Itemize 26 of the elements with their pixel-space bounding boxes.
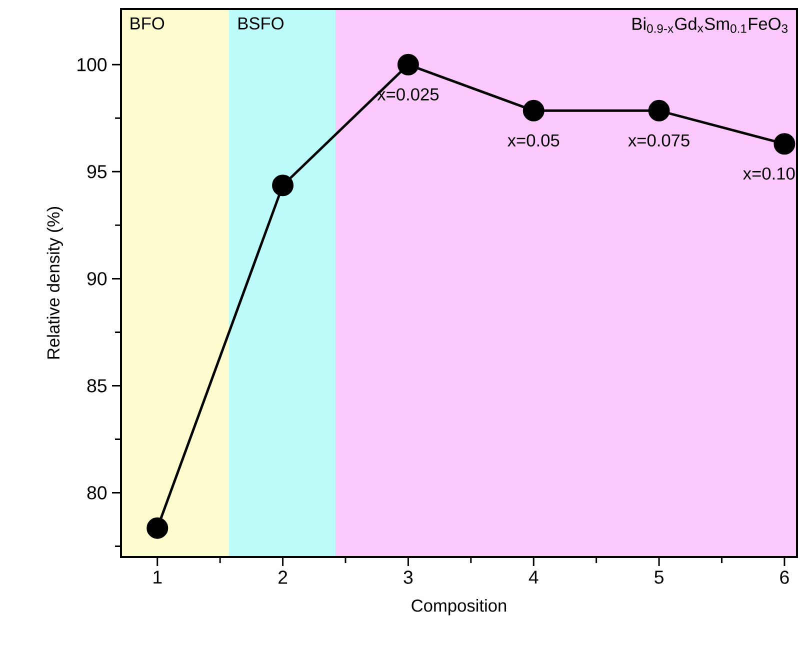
y-tick-label: 95 <box>87 165 107 178</box>
band-label: BFO <box>130 17 164 30</box>
annotation: x=0.05 <box>508 134 560 147</box>
point <box>272 174 294 196</box>
annotation: x=0.10 <box>743 167 795 180</box>
y-tick-label: 85 <box>87 379 107 392</box>
band-label: Bi$_{0.9-x}$Gd$_{x}$Sm$_{0.1}$FeO$_{3}$ <box>632 17 788 33</box>
x-tick-label: 6 <box>780 570 789 584</box>
x-tick-label: 3 <box>404 570 413 584</box>
y-tick-label: 100 <box>78 58 107 72</box>
x-tick-label: 1 <box>154 570 162 584</box>
point <box>397 54 419 76</box>
point <box>146 517 168 539</box>
y-axis-title: Relative density (%) <box>46 207 63 359</box>
band-label: BSFO <box>238 17 284 30</box>
x-tick-label: 4 <box>528 570 538 584</box>
point <box>648 100 670 122</box>
point <box>522 100 544 122</box>
annotation: x=0.025 <box>377 88 439 101</box>
y-tick-label: 80 <box>87 486 107 500</box>
point <box>774 133 796 155</box>
x-tick-label: 2 <box>278 570 288 584</box>
y-tick-label: 90 <box>87 272 107 286</box>
x-tick-label: 5 <box>654 570 664 584</box>
annotation: x=0.075 <box>628 134 690 147</box>
x-axis-title: Composition <box>412 599 506 616</box>
